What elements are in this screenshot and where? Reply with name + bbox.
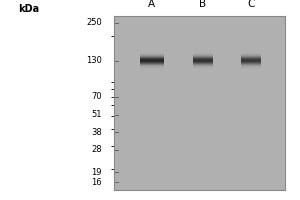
Text: A: A	[148, 0, 155, 9]
Text: 70: 70	[92, 92, 102, 101]
Text: 130: 130	[86, 56, 102, 65]
Text: 28: 28	[92, 145, 102, 154]
Text: kDa: kDa	[18, 4, 39, 14]
Text: 51: 51	[92, 110, 102, 119]
Text: 16: 16	[92, 178, 102, 187]
Text: 19: 19	[92, 168, 102, 177]
Text: 250: 250	[86, 18, 102, 27]
Text: B: B	[200, 0, 206, 9]
Text: 38: 38	[91, 128, 102, 137]
Text: C: C	[247, 0, 254, 9]
